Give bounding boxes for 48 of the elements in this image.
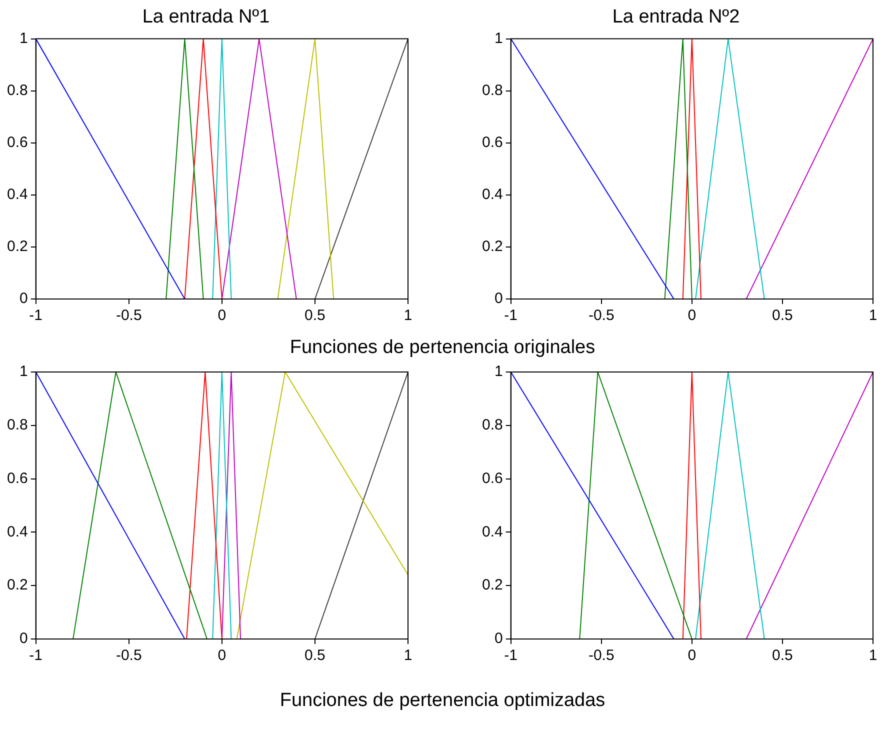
y-tick-label: 1 [20,363,28,380]
y-tick-label: 1 [494,30,503,47]
chart-title: La entrada Nº2 [612,6,740,28]
y-tick-label: 0 [494,630,503,648]
y-tick-label: 0.8 [482,82,503,99]
y-tick-label: 0.2 [482,238,503,256]
y-tick-label: 0 [494,290,503,308]
y-tick-label: 0.6 [6,134,28,152]
x-tick-label: 0 [688,647,696,664]
x-tick-label: 0 [218,307,226,324]
x-tick-label: -0.5 [588,647,614,664]
x-tick-label: 1 [868,647,878,664]
x-tick-label: 1 [404,647,412,664]
y-tick-label: 0.8 [6,416,28,434]
x-tick-label: -1 [29,647,43,664]
y-tick-label: 0.4 [482,186,503,204]
y-tick-label: 0.2 [6,576,28,594]
y-tick-label: 0.6 [6,470,28,487]
y-tick-label: 0.8 [6,82,28,99]
x-tick-label: 0.5 [772,307,793,324]
x-tick-label: 0.5 [304,307,326,324]
x-tick-label: -0.5 [588,307,614,324]
x-tick-label: -0.5 [116,307,142,324]
x-tick-label: -0.5 [116,647,142,664]
x-tick-label: -1 [504,647,518,664]
x-tick-label: -1 [504,307,518,324]
chart-title: La entrada Nº1 [142,6,270,28]
x-tick-label: -1 [29,307,43,324]
x-tick-label: 0 [688,307,696,324]
x-tick-label: 0.5 [304,647,326,664]
y-tick-label: 0 [20,290,28,308]
y-tick-label: 1 [494,363,503,380]
x-tick-label: 1 [868,307,878,324]
y-tick-label: 1 [20,30,28,47]
y-tick-label: 0.2 [6,238,28,256]
y-tick-label: 0 [20,630,28,648]
x-tick-label: 0.5 [772,647,793,664]
y-tick-label: 0.4 [482,523,503,540]
y-tick-label: 0.6 [482,134,503,152]
y-tick-label: 0.2 [482,576,503,594]
y-tick-label: 0.6 [482,470,503,487]
text: Funciones de pertenencia originales [288,337,596,359]
x-tick-label: 1 [404,307,412,324]
text: Funciones de pertenencia optimizadas [278,690,606,712]
y-tick-label: 0.4 [6,186,28,204]
y-tick-label: 0.4 [6,523,28,540]
x-tick-label: 0 [218,647,226,664]
y-tick-label: 0.8 [482,416,503,434]
